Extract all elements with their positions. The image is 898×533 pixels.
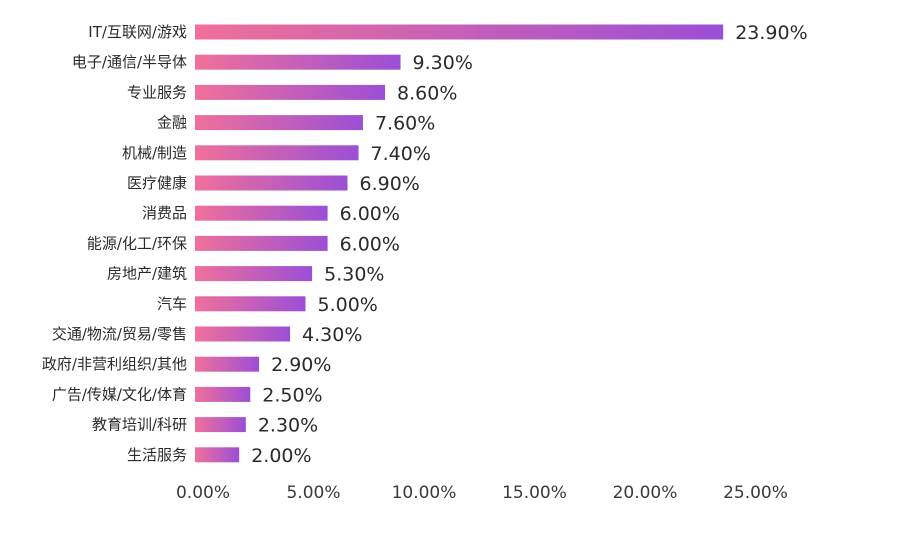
bar <box>195 115 363 131</box>
category-label: 交通/物流/贸易/零售 <box>52 325 187 343</box>
bar <box>195 417 246 433</box>
x-axis-ticks: 0.00% 5.00% 10.00% 15.00% 20.00% 25.00% <box>176 483 788 503</box>
bar <box>195 145 359 161</box>
category-label: 机械/制造 <box>122 144 187 162</box>
bar <box>195 266 313 282</box>
category-label: 能源/化工/环保 <box>87 234 187 252</box>
bar <box>195 54 401 70</box>
value-labels: 23.90% 9.30% 8.60% 7.60% 7.40% 6.90% 6.00% 6.00… <box>251 22 807 467</box>
value-label: 5.00% <box>318 294 378 316</box>
value-label: 8.60% <box>397 82 457 104</box>
category-label: 政府/非营利组织/其他 <box>42 355 187 373</box>
category-label: 教育培训/科研 <box>92 416 187 434</box>
value-label: 6.00% <box>340 233 400 255</box>
x-tick-label: 5.00% <box>286 483 340 503</box>
value-label: 23.90% <box>735 22 807 44</box>
bar <box>195 326 291 342</box>
value-label: 7.40% <box>371 143 431 165</box>
x-tick-label: 15.00% <box>502 483 567 503</box>
x-tick-label: 0.00% <box>176 483 230 503</box>
category-label: 广告/传媒/文化/体育 <box>52 385 187 403</box>
bar-series <box>195 24 724 463</box>
value-label: 2.90% <box>271 354 331 376</box>
x-tick-label: 10.00% <box>392 483 457 503</box>
x-tick-label: 20.00% <box>613 483 678 503</box>
category-label: 金融 <box>157 114 187 132</box>
category-label: 医疗健康 <box>127 174 187 192</box>
category-label: 专业服务 <box>127 83 187 101</box>
category-label: 消费品 <box>142 204 187 222</box>
value-label: 2.50% <box>262 384 322 406</box>
value-label: 4.30% <box>302 324 362 346</box>
value-label: 5.30% <box>324 264 384 286</box>
category-label: 房地产/建筑 <box>107 265 187 283</box>
bar <box>195 175 348 191</box>
category-label: 汽车 <box>157 295 187 313</box>
value-label: 9.30% <box>413 52 473 74</box>
value-label: 2.00% <box>251 445 311 467</box>
bar <box>195 296 306 312</box>
bar <box>195 235 328 251</box>
bar <box>195 356 260 372</box>
value-label: 7.60% <box>375 113 435 135</box>
bar <box>195 84 386 100</box>
bar <box>195 447 240 463</box>
category-label: 电子/通信/半导体 <box>72 53 187 71</box>
value-label: 2.30% <box>258 415 318 437</box>
x-tick-label: 25.00% <box>723 483 788 503</box>
value-label: 6.00% <box>340 203 400 225</box>
category-label: IT/互联网/游戏 <box>88 23 187 41</box>
bar <box>195 386 251 402</box>
value-label: 6.90% <box>359 173 419 195</box>
category-labels: IT/互联网/游戏电子/通信/半导体专业服务金融机械/制造医疗健康消费品能源/化… <box>42 23 187 464</box>
category-label: 生活服务 <box>127 446 187 464</box>
bar <box>195 205 328 221</box>
bar <box>195 24 724 40</box>
